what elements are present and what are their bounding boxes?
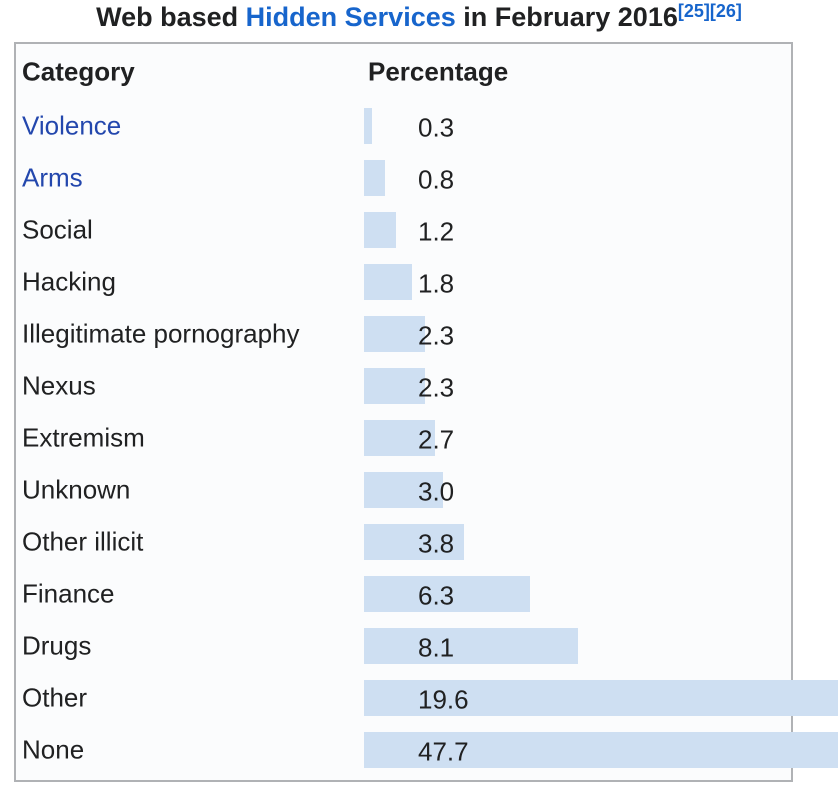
- category-link[interactable]: Violence: [22, 110, 122, 141]
- percentage-bar: [364, 576, 531, 612]
- table-body: Violence 0.3 Arms 0.8 Social 1.2 Hacking…: [16, 100, 838, 776]
- category-label: Other: [22, 682, 88, 713]
- percentage-value: 8.1: [418, 632, 455, 663]
- table-row: Social 1.2: [16, 204, 791, 256]
- title-prefix: Web based: [96, 2, 246, 32]
- percentage-value: 2.7: [418, 424, 455, 455]
- percentage-column-header: Percentage: [368, 56, 509, 87]
- category-label: Social: [22, 214, 93, 245]
- table-header-row: Category Percentage: [16, 44, 791, 100]
- percentage-value: 47.7: [418, 736, 469, 767]
- table-row: Violence 0.3: [16, 100, 791, 152]
- percentage-value: 0.8: [418, 164, 455, 195]
- percentage-bar: [364, 680, 838, 716]
- percentage-value: 0.3: [418, 112, 455, 143]
- table-row: Hacking 1.8: [16, 256, 791, 308]
- percentage-bar: [364, 212, 396, 248]
- category-label: Extremism: [22, 422, 145, 453]
- percentage-bar: [364, 732, 838, 768]
- category-label: Drugs: [22, 630, 92, 661]
- table-row: None 47.7: [16, 724, 838, 776]
- hidden-services-table: Category Percentage Violence 0.3 Arms 0.…: [14, 42, 838, 782]
- percentage-value: 2.3: [418, 372, 455, 403]
- table-row: Other 19.6: [16, 672, 838, 724]
- category-label: None: [22, 734, 85, 765]
- category-label: Unknown: [22, 474, 131, 505]
- reference-25-link[interactable]: [25]: [677, 1, 710, 21]
- table-row: Finance 6.3: [16, 568, 791, 620]
- percentage-bar: [364, 160, 386, 196]
- percentage-value: 3.8: [418, 528, 455, 559]
- chart-title: Web based Hidden Services in February 20…: [0, 2, 838, 33]
- category-label: Other illicit: [22, 526, 144, 557]
- category-link[interactable]: Arms: [22, 162, 83, 193]
- table-row: Arms 0.8: [16, 152, 791, 204]
- percentage-bar: [364, 264, 412, 300]
- reference-26-link[interactable]: [26]: [709, 1, 742, 21]
- percentage-value: 3.0: [418, 476, 455, 507]
- percentage-bar: [364, 108, 372, 144]
- percentage-bar: [364, 316, 425, 352]
- percentage-bar: [364, 472, 444, 508]
- percentage-bar: [364, 420, 436, 456]
- percentage-value: 2.3: [418, 320, 455, 351]
- category-column-header: Category: [22, 56, 135, 87]
- table-row: Illegitimate pornography 2.3: [16, 308, 791, 360]
- percentage-value: 19.6: [418, 684, 469, 715]
- table-row: Nexus 2.3: [16, 360, 791, 412]
- table-row: Other illicit 3.8: [16, 516, 791, 568]
- percentage-value: 6.3: [418, 580, 455, 611]
- title-references: [25][26]: [678, 1, 742, 21]
- category-label: Hacking: [22, 266, 116, 297]
- table-row: Drugs 8.1: [16, 620, 791, 672]
- category-label: Nexus: [22, 370, 96, 401]
- percentage-value: 1.2: [418, 216, 455, 247]
- title-suffix: in February 2016: [455, 2, 678, 32]
- hidden-services-link[interactable]: Hidden Services: [245, 2, 456, 32]
- table-row: Extremism 2.7: [16, 412, 791, 464]
- percentage-bar: [364, 368, 425, 404]
- category-label: Illegitimate pornography: [22, 318, 300, 349]
- percentage-bar: [364, 628, 578, 664]
- table-row: Unknown 3.0: [16, 464, 791, 516]
- percentage-value: 1.8: [418, 268, 455, 299]
- category-label: Finance: [22, 578, 115, 609]
- percentage-bar: [364, 524, 465, 560]
